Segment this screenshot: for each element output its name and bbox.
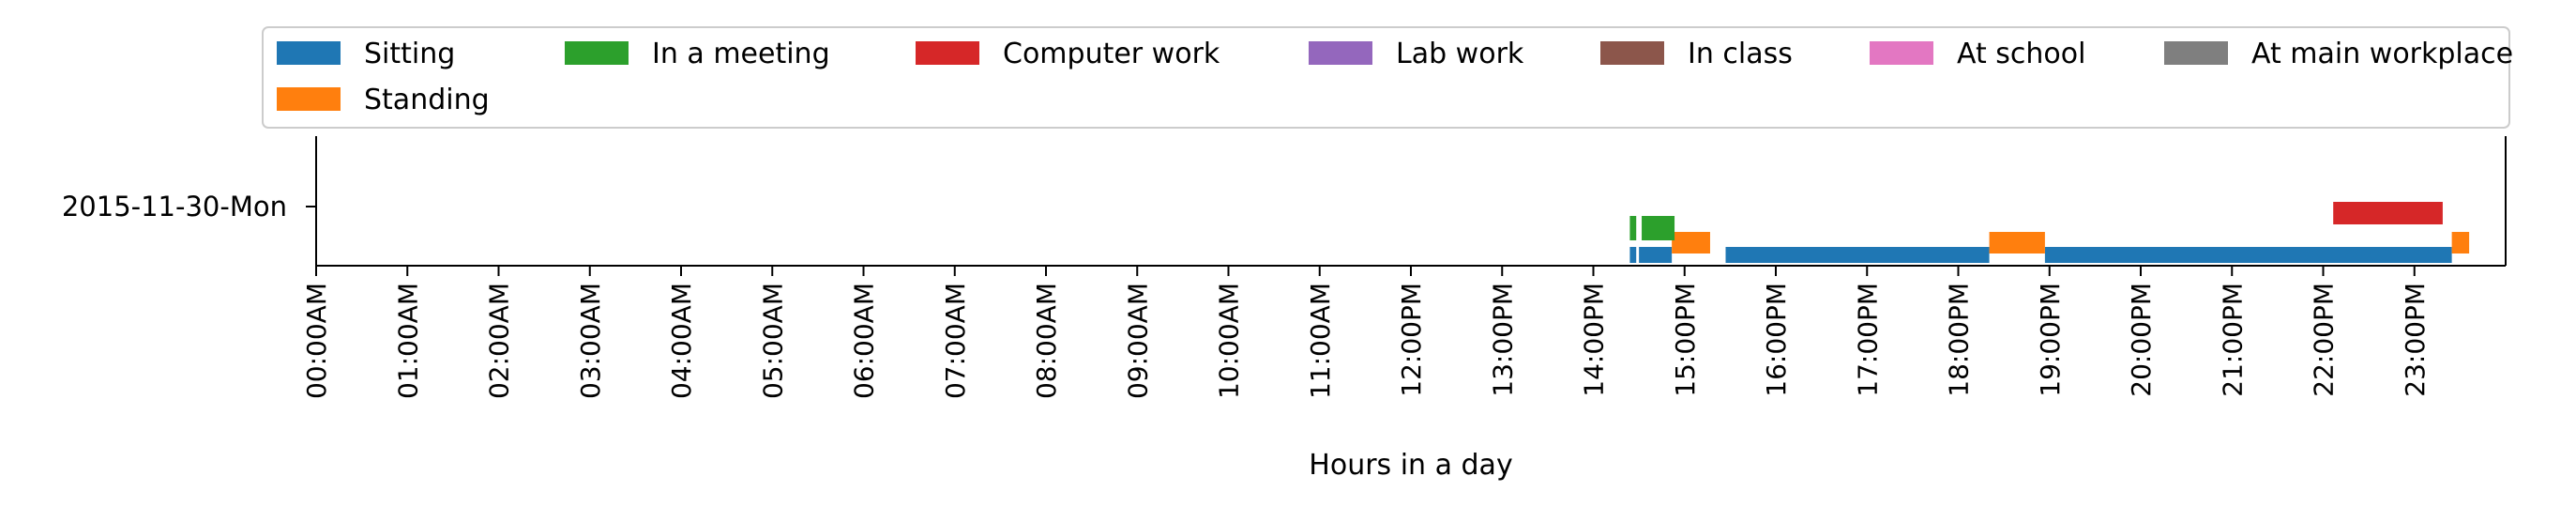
legend-label-in-class: In class	[1688, 38, 1793, 70]
bar-in-a-meeting-2	[1642, 216, 1675, 240]
legend-label-in-a-meeting: In a meeting	[652, 38, 830, 70]
bar-standing-3	[2451, 232, 2470, 254]
x-tick-label: 22:00PM	[2309, 283, 2340, 397]
x-tick-label: 11:00AM	[1305, 283, 1336, 399]
x-tick-label: 13:00PM	[1487, 283, 1518, 397]
bar-standing-1	[1672, 232, 1710, 254]
x-tick-label: 10:00AM	[1214, 283, 1245, 399]
x-tick-label: 18:00PM	[1944, 283, 1975, 397]
bar-sitting-3	[1725, 247, 1990, 263]
legend: Sitting In a meeting Computer work Lab work…	[262, 26, 2513, 129]
x-tick-label: 14:00PM	[1579, 283, 1610, 397]
x-tick-label: 02:00AM	[484, 283, 515, 399]
legend-swatch-computer-work	[916, 41, 979, 65]
x-tick-label: 12:00PM	[1396, 283, 1427, 397]
bars-layer	[1629, 202, 2470, 263]
x-tick-label: 21:00PM	[2217, 283, 2248, 397]
legend-swatch-in-a-meeting	[565, 41, 629, 65]
row-label: 2015-11-30-Mon	[62, 191, 287, 223]
bar-standing-2	[1989, 232, 2045, 254]
bar-in-a-meeting-1	[1629, 216, 1637, 240]
x-tick-label: 20:00PM	[2126, 283, 2157, 397]
legend-swatch-in-class	[1600, 41, 1664, 65]
bar-computer-work-1	[2333, 202, 2443, 224]
x-tick-label: 19:00PM	[2035, 283, 2066, 397]
legend-swatch-lab-work	[1309, 41, 1372, 65]
legend-swatch-standing	[277, 87, 341, 111]
x-tick-label: 06:00AM	[849, 283, 880, 399]
bar-sitting-2	[1639, 247, 1673, 263]
x-tick-label: 23:00PM	[2400, 283, 2431, 397]
x-tick-label: 03:00AM	[575, 283, 606, 399]
legend-swatch-at-school	[1870, 41, 1933, 65]
x-tick-label: 08:00AM	[1031, 283, 1062, 399]
x-tick-label: 00:00AM	[301, 283, 332, 399]
legend-label-at-school: At school	[1957, 38, 2085, 70]
x-tick-label: 05:00AM	[757, 283, 788, 399]
legend-label-lab-work: Lab work	[1396, 38, 1524, 70]
bar-sitting-4	[2044, 247, 2452, 263]
legend-label-computer-work: Computer work	[1003, 38, 1220, 70]
legend-swatch-at-main-workplace	[2164, 41, 2228, 65]
x-tick-label: 09:00AM	[1122, 283, 1153, 399]
x-tick-label: 15:00PM	[1670, 283, 1701, 397]
x-tick-label: 01:00AM	[392, 283, 423, 399]
x-tick-label: 17:00PM	[1852, 283, 1883, 397]
legend-label-at-main-workplace: At main workplace	[2251, 38, 2513, 70]
x-tick-label: 07:00AM	[940, 283, 971, 399]
bar-sitting-1	[1629, 247, 1637, 263]
legend-label-sitting: Sitting	[364, 38, 455, 70]
x-axis-label: Hours in a day	[1309, 449, 1512, 482]
x-ticks: 00:00AM 01:00AM 02:00AM 03:00AM 04:00AM 05:00…	[301, 266, 2431, 399]
x-tick-label: 04:00AM	[666, 283, 697, 399]
legend-label-standing: Standing	[364, 84, 490, 116]
legend-swatch-sitting	[277, 41, 341, 65]
x-tick-label: 16:00PM	[1761, 283, 1792, 397]
legend-frame	[262, 26, 2510, 129]
